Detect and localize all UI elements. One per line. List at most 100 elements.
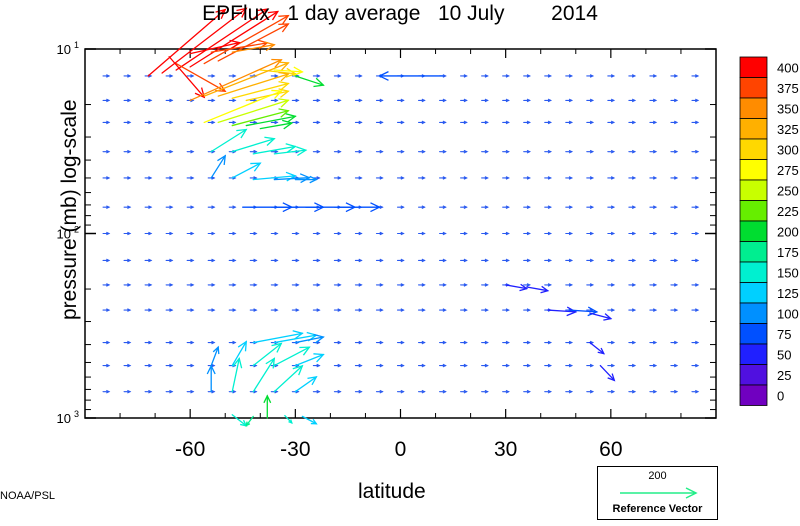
flux-vector-16 [231, 82, 289, 99]
grid-vector-head [589, 231, 595, 236]
grid-vector-head [568, 120, 574, 125]
grid-vector-head [274, 98, 279, 103]
flux-vector-20-head [278, 108, 290, 118]
grid-vector-head [190, 283, 195, 287]
grid-vector-head [400, 340, 405, 345]
grid-vector-head [169, 205, 174, 209]
grid-vector-head [526, 98, 531, 103]
grid-vector-head [463, 283, 468, 287]
grid-vector-head [379, 149, 384, 154]
grid-vector-head [316, 258, 321, 263]
grid-vector-head [695, 120, 700, 125]
y-tick-exp-0: 1 [74, 40, 79, 50]
grid-vector-head [568, 205, 574, 209]
grid-vector-head [337, 363, 342, 368]
grid-vector-head [610, 74, 616, 78]
grid-vector-head [316, 120, 321, 125]
grid-vector-head [400, 231, 405, 236]
grid-vector-head [442, 98, 447, 103]
flux-vector-39 [273, 334, 318, 344]
grid-vector-head [695, 149, 700, 154]
grid-vector-head [106, 363, 111, 368]
grid-vector-head [127, 74, 132, 78]
grid-vector-head [421, 120, 426, 125]
reference-vector-label: Reference Vector [612, 503, 703, 515]
grid-vector-head [211, 258, 216, 263]
flux-vector-3 [189, 10, 279, 68]
grid-vector-head [547, 258, 552, 263]
grid-vector-head [526, 176, 531, 180]
grid-vector-head [484, 231, 489, 236]
grid-vector-head [610, 363, 616, 368]
grid-vector-head [463, 363, 468, 368]
flux-vector-36-head [377, 71, 389, 81]
flux-vector-56-head [519, 283, 529, 292]
grid-vector-head [232, 74, 237, 78]
grid-vector-head [421, 231, 426, 236]
flux-vector-59-head [587, 306, 599, 317]
grid-vector-head [379, 120, 384, 125]
grid-vector-head [547, 98, 552, 103]
grid-vector-head [695, 98, 700, 103]
flux-vector-10 [168, 55, 205, 98]
grid-vector-head [695, 308, 700, 312]
grid-vector-head [652, 308, 658, 312]
grid-vector-head [358, 258, 363, 263]
grid-vector-head [652, 176, 658, 180]
grid-vector-head [337, 149, 342, 154]
flux-vector-42-head [237, 340, 248, 352]
colorbar-swatch-10 [739, 261, 768, 283]
grid-vector-head [442, 231, 447, 236]
grid-vector-head [547, 205, 552, 209]
grid-vector-head [484, 205, 489, 209]
grid-vector-head [484, 98, 489, 103]
grid-vector-head [442, 363, 447, 368]
colorbar-swatch-11 [739, 282, 768, 304]
flux-vector-51 [231, 414, 247, 427]
flux-vector-44 [273, 346, 311, 367]
flux-vector-62 [599, 364, 615, 382]
flux-vector-17-head [278, 88, 290, 98]
grid-vector-head [484, 340, 489, 345]
grid-vector-head [190, 308, 195, 312]
grid-vector-head [568, 231, 574, 236]
grid-vector-head [484, 74, 489, 78]
grid-vector-head [631, 258, 637, 263]
grid-vector-head [169, 340, 174, 345]
colorbar-label-16: 0 [777, 388, 784, 403]
flux-vector-50 [294, 376, 318, 393]
grid-vector-head [673, 258, 679, 263]
grid-vector-head [484, 283, 489, 287]
grid-vector-head [610, 389, 616, 394]
grid-vector-head [421, 205, 426, 209]
grid-vector-head [358, 176, 363, 180]
grid-vector-head [190, 258, 195, 263]
flux-vector-43 [252, 342, 282, 367]
grid-vector-head [695, 258, 700, 263]
grid-vector-head [106, 205, 111, 209]
flux-vector-47-head [232, 357, 243, 369]
grid-vector-head [211, 283, 216, 287]
grid-vector-head [673, 98, 679, 103]
grid-vector-head [316, 363, 321, 368]
grid-vector-head [421, 283, 426, 287]
flux-vector-44-head [299, 346, 311, 356]
grid-vector-head [316, 231, 321, 236]
grid-vector-head [127, 340, 132, 345]
grid-vector-head [400, 98, 405, 103]
grid-vector-head [127, 363, 132, 368]
flux-vector-22-head [282, 119, 294, 130]
grid-vector-head [631, 120, 637, 125]
flux-vector-57-head [540, 285, 550, 294]
colorbar-swatch-12 [739, 302, 768, 324]
x-tick-label-0: -60 [175, 438, 205, 461]
grid-vector-head [316, 149, 321, 154]
grid-vector-head [505, 74, 510, 78]
grid-vector-head [316, 74, 321, 78]
grid-vector-head [379, 308, 384, 312]
grid-vector-head [337, 98, 342, 103]
grid-vector-head [568, 149, 574, 154]
grid-vector-head [673, 340, 679, 345]
flux-vector-47 [231, 357, 240, 393]
grid-vector-head [652, 363, 658, 368]
